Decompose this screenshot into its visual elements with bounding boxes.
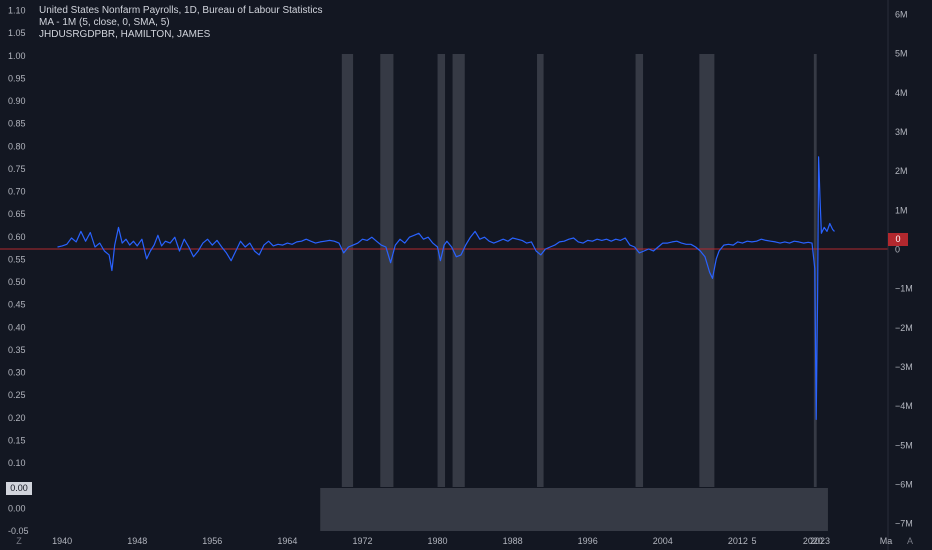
legend-moving-average[interactable]: MA - 1M (5, close, 0, SMA, 5) [39,17,170,28]
left-axis-tick-label: 0.70 [8,187,26,197]
right-axis-tick-label: −6M [895,480,913,490]
right-axis-tick-label: 2M [895,166,908,176]
left-axis-tick-label: 0.45 [8,300,26,310]
left-axis-tick-label: 1.10 [8,6,26,16]
right-axis-tick-label: −5M [895,440,913,450]
time-axis-tick-label: 1956 [202,536,222,546]
time-axis-tick-label: 1972 [352,536,372,546]
left-axis-tick-label: 0.95 [8,73,26,83]
time-axis-tick-label: 2020 [803,536,823,546]
right-axis-tick-label: −3M [895,362,913,372]
left-axis-tick-label: 0.20 [8,413,26,423]
time-axis-tick-label: Ma [880,536,893,546]
recession-band [537,54,544,487]
time-axis-tick-label: 1980 [428,536,448,546]
chart-legend: United States Nonfarm Payrolls, 1D, Bure… [39,5,322,41]
recession-band [699,54,715,487]
right-axis-tick-label: 6M [895,9,908,19]
right-axis-tick-label: 5M [895,49,908,59]
left-axis-tick-label: 0.00 [8,503,26,513]
zero-price-tag: 0 [888,233,908,246]
time-axis-tick-label: 1996 [578,536,598,546]
time-axis[interactable]: 1940 1948 1956 1964 1972 1980 1988 1996 2004 2012… [52,536,892,546]
left-axis-tick-label: 1.00 [8,51,26,61]
time-axis-tick-label: 1988 [503,536,523,546]
right-axis-tick-label: −4M [895,401,913,411]
left-axis-tick-label: 0.90 [8,96,26,106]
legend-main-series[interactable]: United States Nonfarm Payrolls, 1D, Bure… [39,5,323,16]
left-axis-tick-label: 1.05 [8,28,26,38]
time-axis-tick-label: 2023 [810,536,830,546]
recession-base-block [320,488,828,531]
right-axis-tick-label: −1M [895,284,913,294]
time-axis-tick-label: 2004 [653,536,673,546]
left-axis-tick-label: 0.80 [8,141,26,151]
right-axis-tick-label: 3M [895,127,908,137]
left-axis-value-tag: 0.00 [6,482,32,495]
left-axis-tick-label: 0.65 [8,209,26,219]
right-axis-tick-label: 4M [895,88,908,98]
recession-band [380,54,394,487]
zoom-toggle-button[interactable]: Z [16,536,22,546]
right-axis-tick-label: 1M [895,205,908,215]
recession-band [452,54,465,487]
left-axis-tick-label: 0.30 [8,368,26,378]
left-axis-tick-label: 0.60 [8,232,26,242]
recession-band [635,54,644,487]
recession-band [437,54,446,487]
left-axis-tick-label: 0.25 [8,390,26,400]
right-axis-tick-label: −7M [895,519,913,529]
series-line [57,156,835,420]
auto-scale-button[interactable]: A [906,536,913,546]
left-axis-tick-label: 0.85 [8,119,26,129]
time-axis-tick-label: 2012 [728,536,748,546]
right-axis-tick-label: −2M [895,323,913,333]
right-axis-tick-label: 0 [895,244,900,254]
left-axis-tick-label: 0.10 [8,458,26,468]
time-axis-tick-label: 1964 [277,536,297,546]
left-axis-tick-label: 0.15 [8,435,26,445]
left-axis-tick-label: 0.75 [8,164,26,174]
left-axis-tick-label: 0.50 [8,277,26,287]
left-axis-tick-label: -0.05 [8,526,29,536]
left-axis-tick-label: 0.40 [8,322,26,332]
left-axis[interactable]: 1.10 1.05 1.00 0.95 0.90 0.85 0.80 0.75 0.70 0.65… [8,6,29,536]
left-axis-tick-label: 0.35 [8,345,26,355]
right-axis[interactable]: 6M 5M 4M 3M 2M 1M 0 −1M −2M −3M −4M −5M −6M −7M [895,9,913,528]
time-axis-tick-label: 5 [751,536,756,546]
series-group [57,156,835,420]
time-axis-tick-label: 1948 [127,536,147,546]
recession-bands [320,54,828,531]
time-axis-tick-label: 1940 [52,536,72,546]
legend-recession-indicator[interactable]: JHDUSRGDPBR, HAMILTON, JAMES [39,29,211,40]
left-axis-tick-label: 0.55 [8,254,26,264]
recession-band [341,54,354,487]
